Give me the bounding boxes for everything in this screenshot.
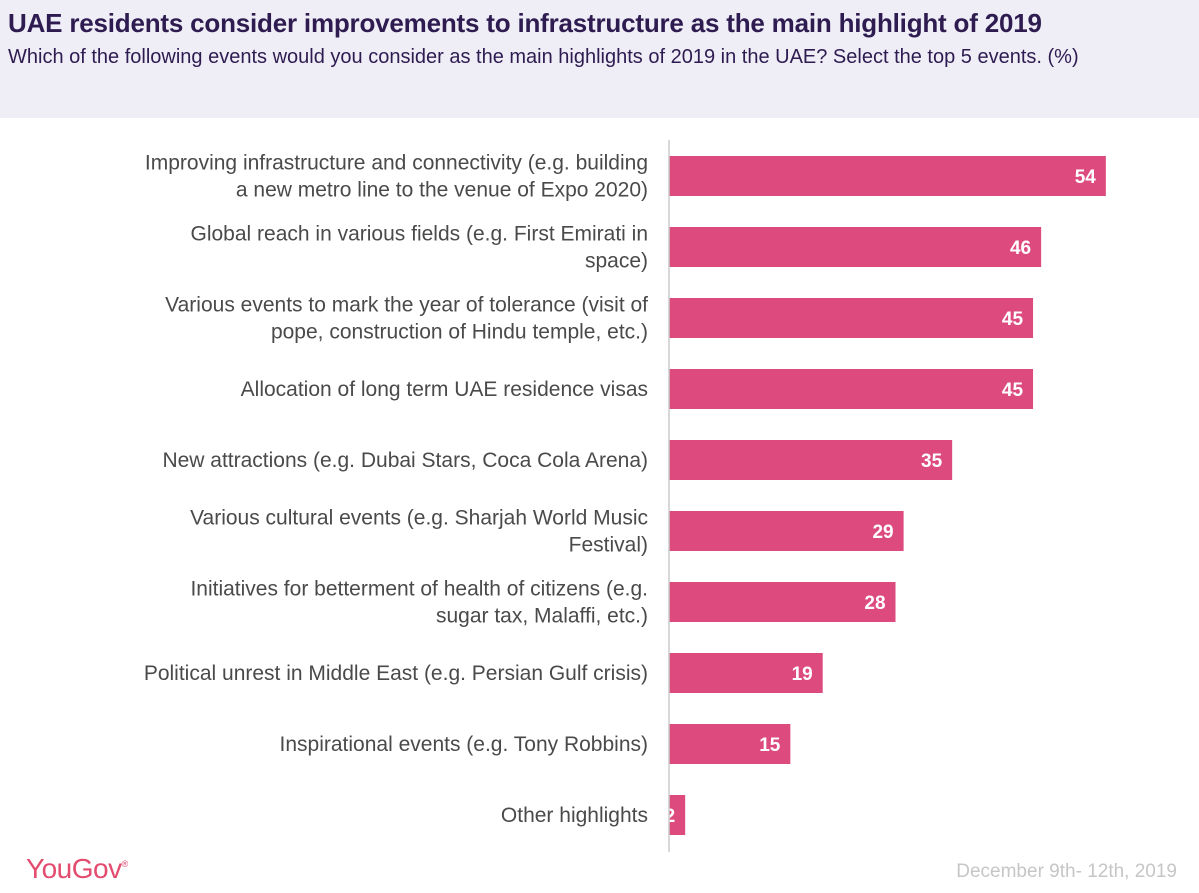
category-label-8: Inspirational events (e.g. Tony Robbins) (280, 733, 648, 756)
logo-text: YouGov (26, 853, 122, 884)
category-label-0: Improving infrastructure and connectivit… (145, 152, 648, 202)
bar-3 (669, 369, 1034, 409)
category-label-3: Allocation of long term UAE residence vi… (241, 378, 648, 401)
value-label-7: 19 (792, 664, 813, 685)
value-label-2: 45 (1002, 309, 1024, 330)
bar-4 (669, 440, 953, 480)
bar-7 (669, 653, 823, 693)
category-label-7: Political unrest in Middle East (e.g. Pe… (144, 662, 648, 685)
chart-subtitle: Which of the following events would you … (8, 46, 1079, 68)
category-label-9: Other highlights (501, 804, 648, 827)
value-label-3: 45 (1002, 380, 1024, 401)
value-label-0: 54 (1075, 167, 1097, 188)
survey-date: December 9th- 12th, 2019 (956, 861, 1177, 882)
value-label-6: 28 (864, 593, 885, 614)
category-label-1: Global reach in various fields (e.g. Fir… (191, 223, 649, 273)
yougov-logo: YouGov® (26, 853, 128, 885)
bar-2 (669, 298, 1034, 338)
category-label-6: Initiatives for betterment of health of … (190, 578, 648, 628)
value-label-5: 29 (872, 522, 893, 543)
category-label-4: New attractions (e.g. Dubai Stars, Coca … (162, 449, 648, 472)
bar-1 (669, 227, 1042, 267)
bar-9 (669, 795, 686, 835)
chart-svg: 54 Improving infrastructure and connectiv… (144, 140, 1106, 852)
bar-5 (669, 511, 904, 551)
chart-title: UAE residents consider improvements to i… (8, 8, 1042, 38)
bar-8 (669, 724, 791, 764)
logo-mark: ® (121, 859, 129, 869)
header-panel: UAE residents consider improvements to i… (0, 0, 1199, 118)
category-label-5: Various cultural events (e.g. Sharjah Wo… (190, 507, 648, 557)
category-label-2: Various events to mark the year of toler… (165, 294, 648, 344)
bar-6 (669, 582, 896, 622)
value-label-9: 2 (665, 806, 676, 827)
value-label-8: 15 (759, 735, 781, 756)
bar-chart: 54 Improving infrastructure and connectiv… (0, 118, 1199, 853)
bar-0 (669, 156, 1106, 196)
value-label-4: 35 (921, 451, 943, 472)
value-label-1: 46 (1010, 238, 1031, 259)
